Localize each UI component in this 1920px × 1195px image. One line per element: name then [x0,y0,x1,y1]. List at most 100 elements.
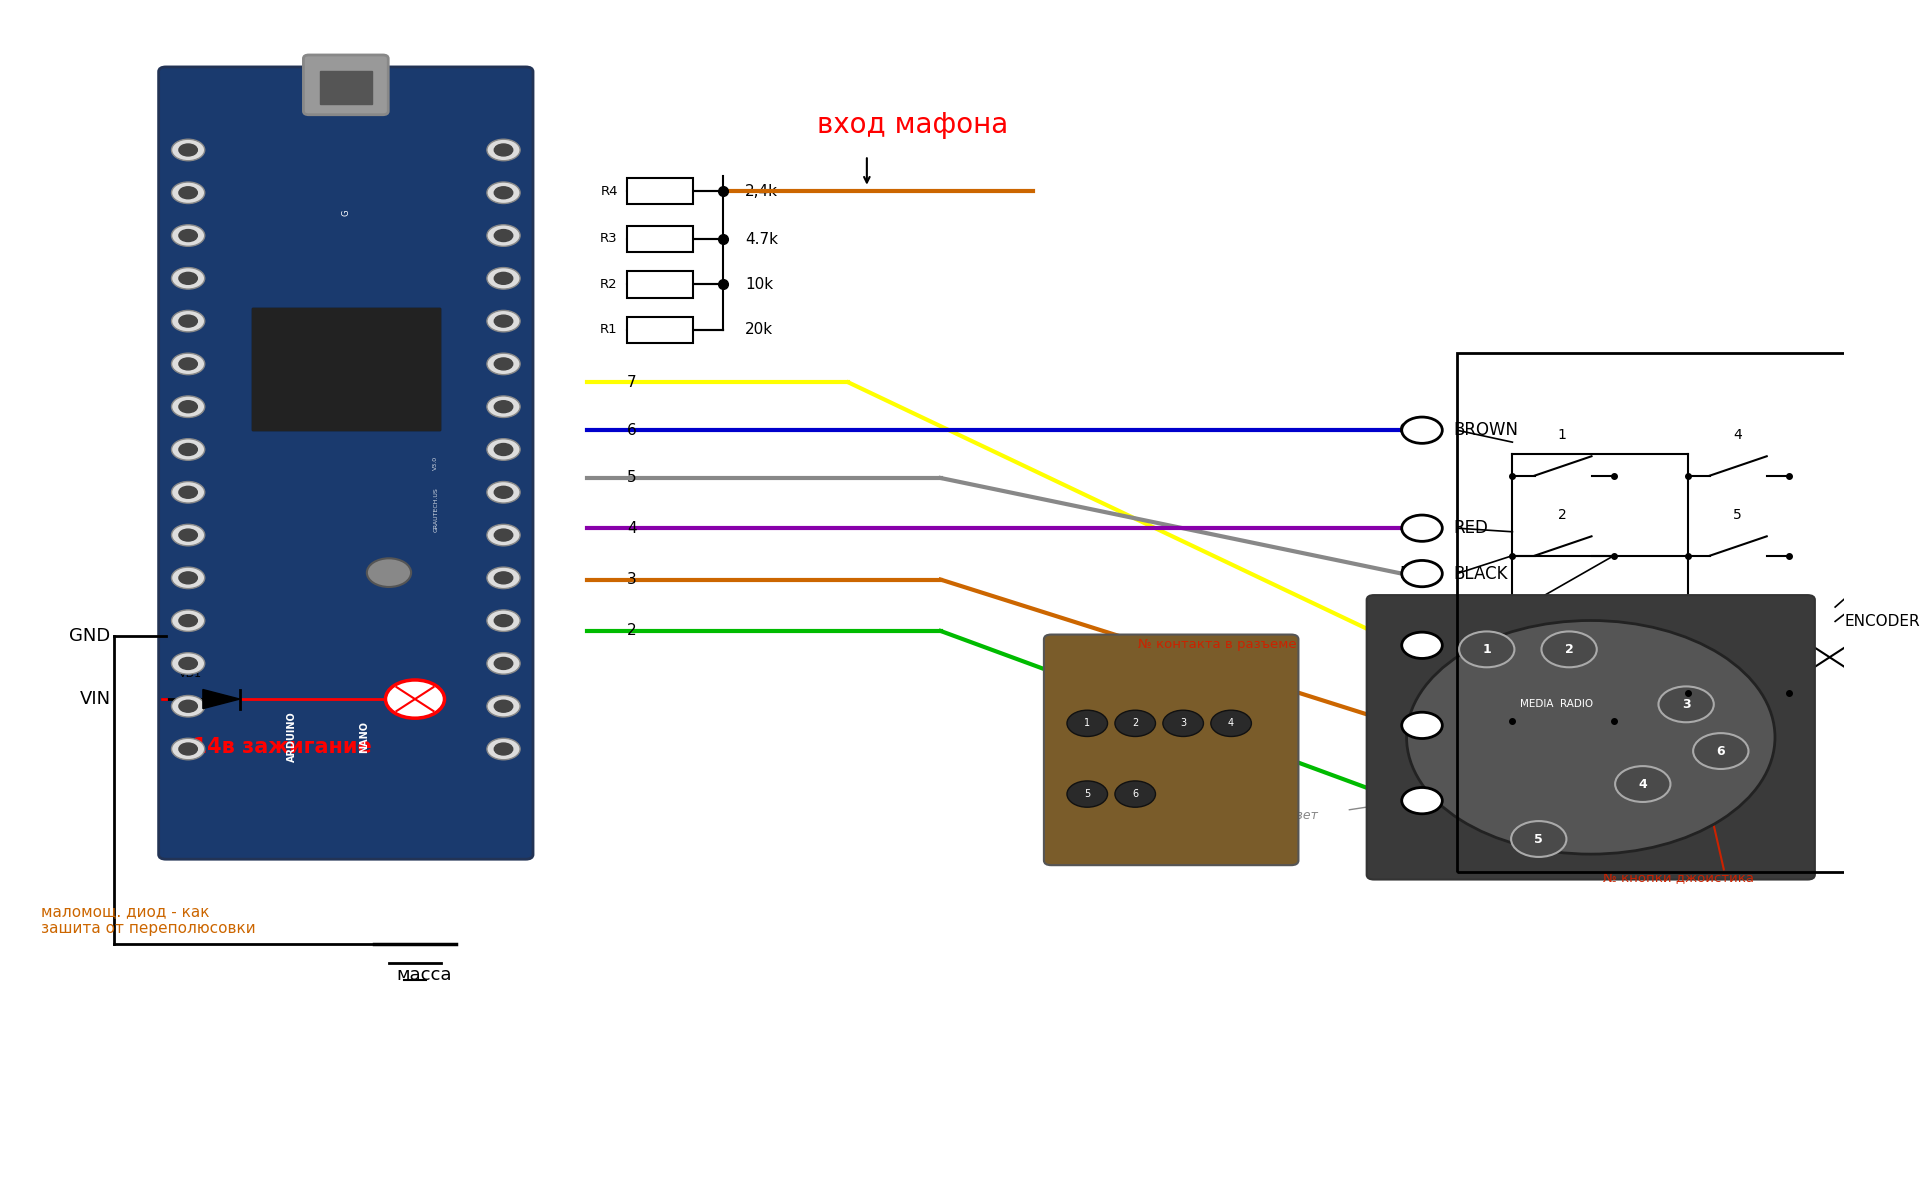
Text: VIN: VIN [79,690,111,709]
Circle shape [1212,710,1252,736]
Circle shape [488,439,520,460]
Circle shape [1402,417,1442,443]
Text: № кнопки джойстика: № кнопки джойстика [1603,872,1753,885]
Bar [628,317,693,343]
Text: № контакта в разъеме: № контакта в разъеме [1139,638,1296,651]
Text: 3: 3 [1734,645,1741,660]
Text: 4: 4 [1734,428,1741,442]
Circle shape [488,609,520,631]
Circle shape [493,572,513,584]
Text: 6: 6 [1133,789,1139,799]
Text: масса: масса [396,966,451,983]
Circle shape [493,486,513,498]
Text: 4: 4 [1638,778,1647,791]
Text: YELLOW: YELLOW [1453,636,1521,655]
Circle shape [1164,710,1204,736]
Text: BLACK: BLACK [1453,564,1507,583]
Circle shape [493,229,513,241]
Circle shape [179,229,198,241]
Circle shape [1402,712,1442,739]
Circle shape [1116,710,1156,736]
Circle shape [367,558,411,587]
Circle shape [493,614,513,626]
Circle shape [493,529,513,541]
Circle shape [179,358,198,370]
Bar [628,178,693,204]
Circle shape [1459,631,1515,667]
Circle shape [179,700,198,712]
Circle shape [179,145,198,155]
Text: 7: 7 [628,375,637,390]
Text: 6: 6 [1400,423,1409,437]
Text: R2: R2 [601,278,618,290]
Circle shape [1402,632,1442,658]
Text: 4: 4 [1400,521,1409,535]
Ellipse shape [1407,620,1774,854]
Polygon shape [252,308,440,430]
Circle shape [171,311,205,332]
Text: R3: R3 [601,233,618,245]
Circle shape [179,572,198,584]
Circle shape [171,182,205,203]
Text: 3: 3 [1682,698,1690,711]
Text: 20k: 20k [745,323,774,337]
Circle shape [386,680,445,718]
Text: 4.7k: 4.7k [745,232,778,246]
Circle shape [493,657,513,669]
Circle shape [179,443,198,455]
Circle shape [493,358,513,370]
FancyBboxPatch shape [303,55,388,115]
Text: 5: 5 [1400,566,1409,581]
Circle shape [493,743,513,755]
Circle shape [488,354,520,375]
Text: GND: GND [69,626,111,645]
Circle shape [488,525,520,546]
Text: 2: 2 [628,624,637,638]
Circle shape [179,614,198,626]
Circle shape [488,182,520,203]
Text: 2: 2 [1565,643,1574,656]
Circle shape [488,652,520,674]
Text: 5: 5 [1534,833,1544,846]
Text: 3: 3 [1181,718,1187,728]
Polygon shape [204,690,240,709]
Text: R1: R1 [601,324,618,336]
Text: 6: 6 [628,423,637,437]
Text: 2,4k: 2,4k [745,184,778,198]
Circle shape [1615,766,1670,802]
Circle shape [171,739,205,760]
Circle shape [171,225,205,246]
Circle shape [171,139,205,161]
Circle shape [171,354,205,375]
Circle shape [493,400,513,412]
Circle shape [171,609,205,631]
Circle shape [179,743,198,755]
Circle shape [171,695,205,717]
Text: цвет: цвет [1288,809,1319,821]
Text: 5: 5 [628,471,637,485]
Circle shape [179,315,198,327]
Circle shape [1402,560,1442,587]
Text: GREEN: GREEN [1453,716,1511,735]
Text: MEDIA  RADIO: MEDIA RADIO [1519,699,1594,710]
Text: ENCODER: ENCODER [1845,614,1920,629]
Circle shape [179,486,198,498]
Text: 4: 4 [628,521,637,535]
Text: 5: 5 [1085,789,1091,799]
Circle shape [1402,788,1442,814]
Circle shape [493,443,513,455]
Text: 1: 1 [1482,643,1492,656]
Text: G: G [342,209,349,216]
Text: 1: 1 [1400,638,1409,652]
Text: маломощ. диод - как
зашита от переполюсовки: маломощ. диод - как зашита от переполюсо… [40,903,255,937]
Circle shape [488,311,520,332]
Bar [628,271,693,298]
Circle shape [488,396,520,417]
Text: 6: 6 [1716,744,1724,758]
Circle shape [488,695,520,717]
Text: 1: 1 [1557,428,1567,442]
Text: +14в зажигание: +14в зажигание [175,737,372,756]
Text: RED: RED [1453,519,1488,538]
Text: ARDUINO: ARDUINO [286,712,298,762]
Text: VD1: VD1 [179,669,202,679]
